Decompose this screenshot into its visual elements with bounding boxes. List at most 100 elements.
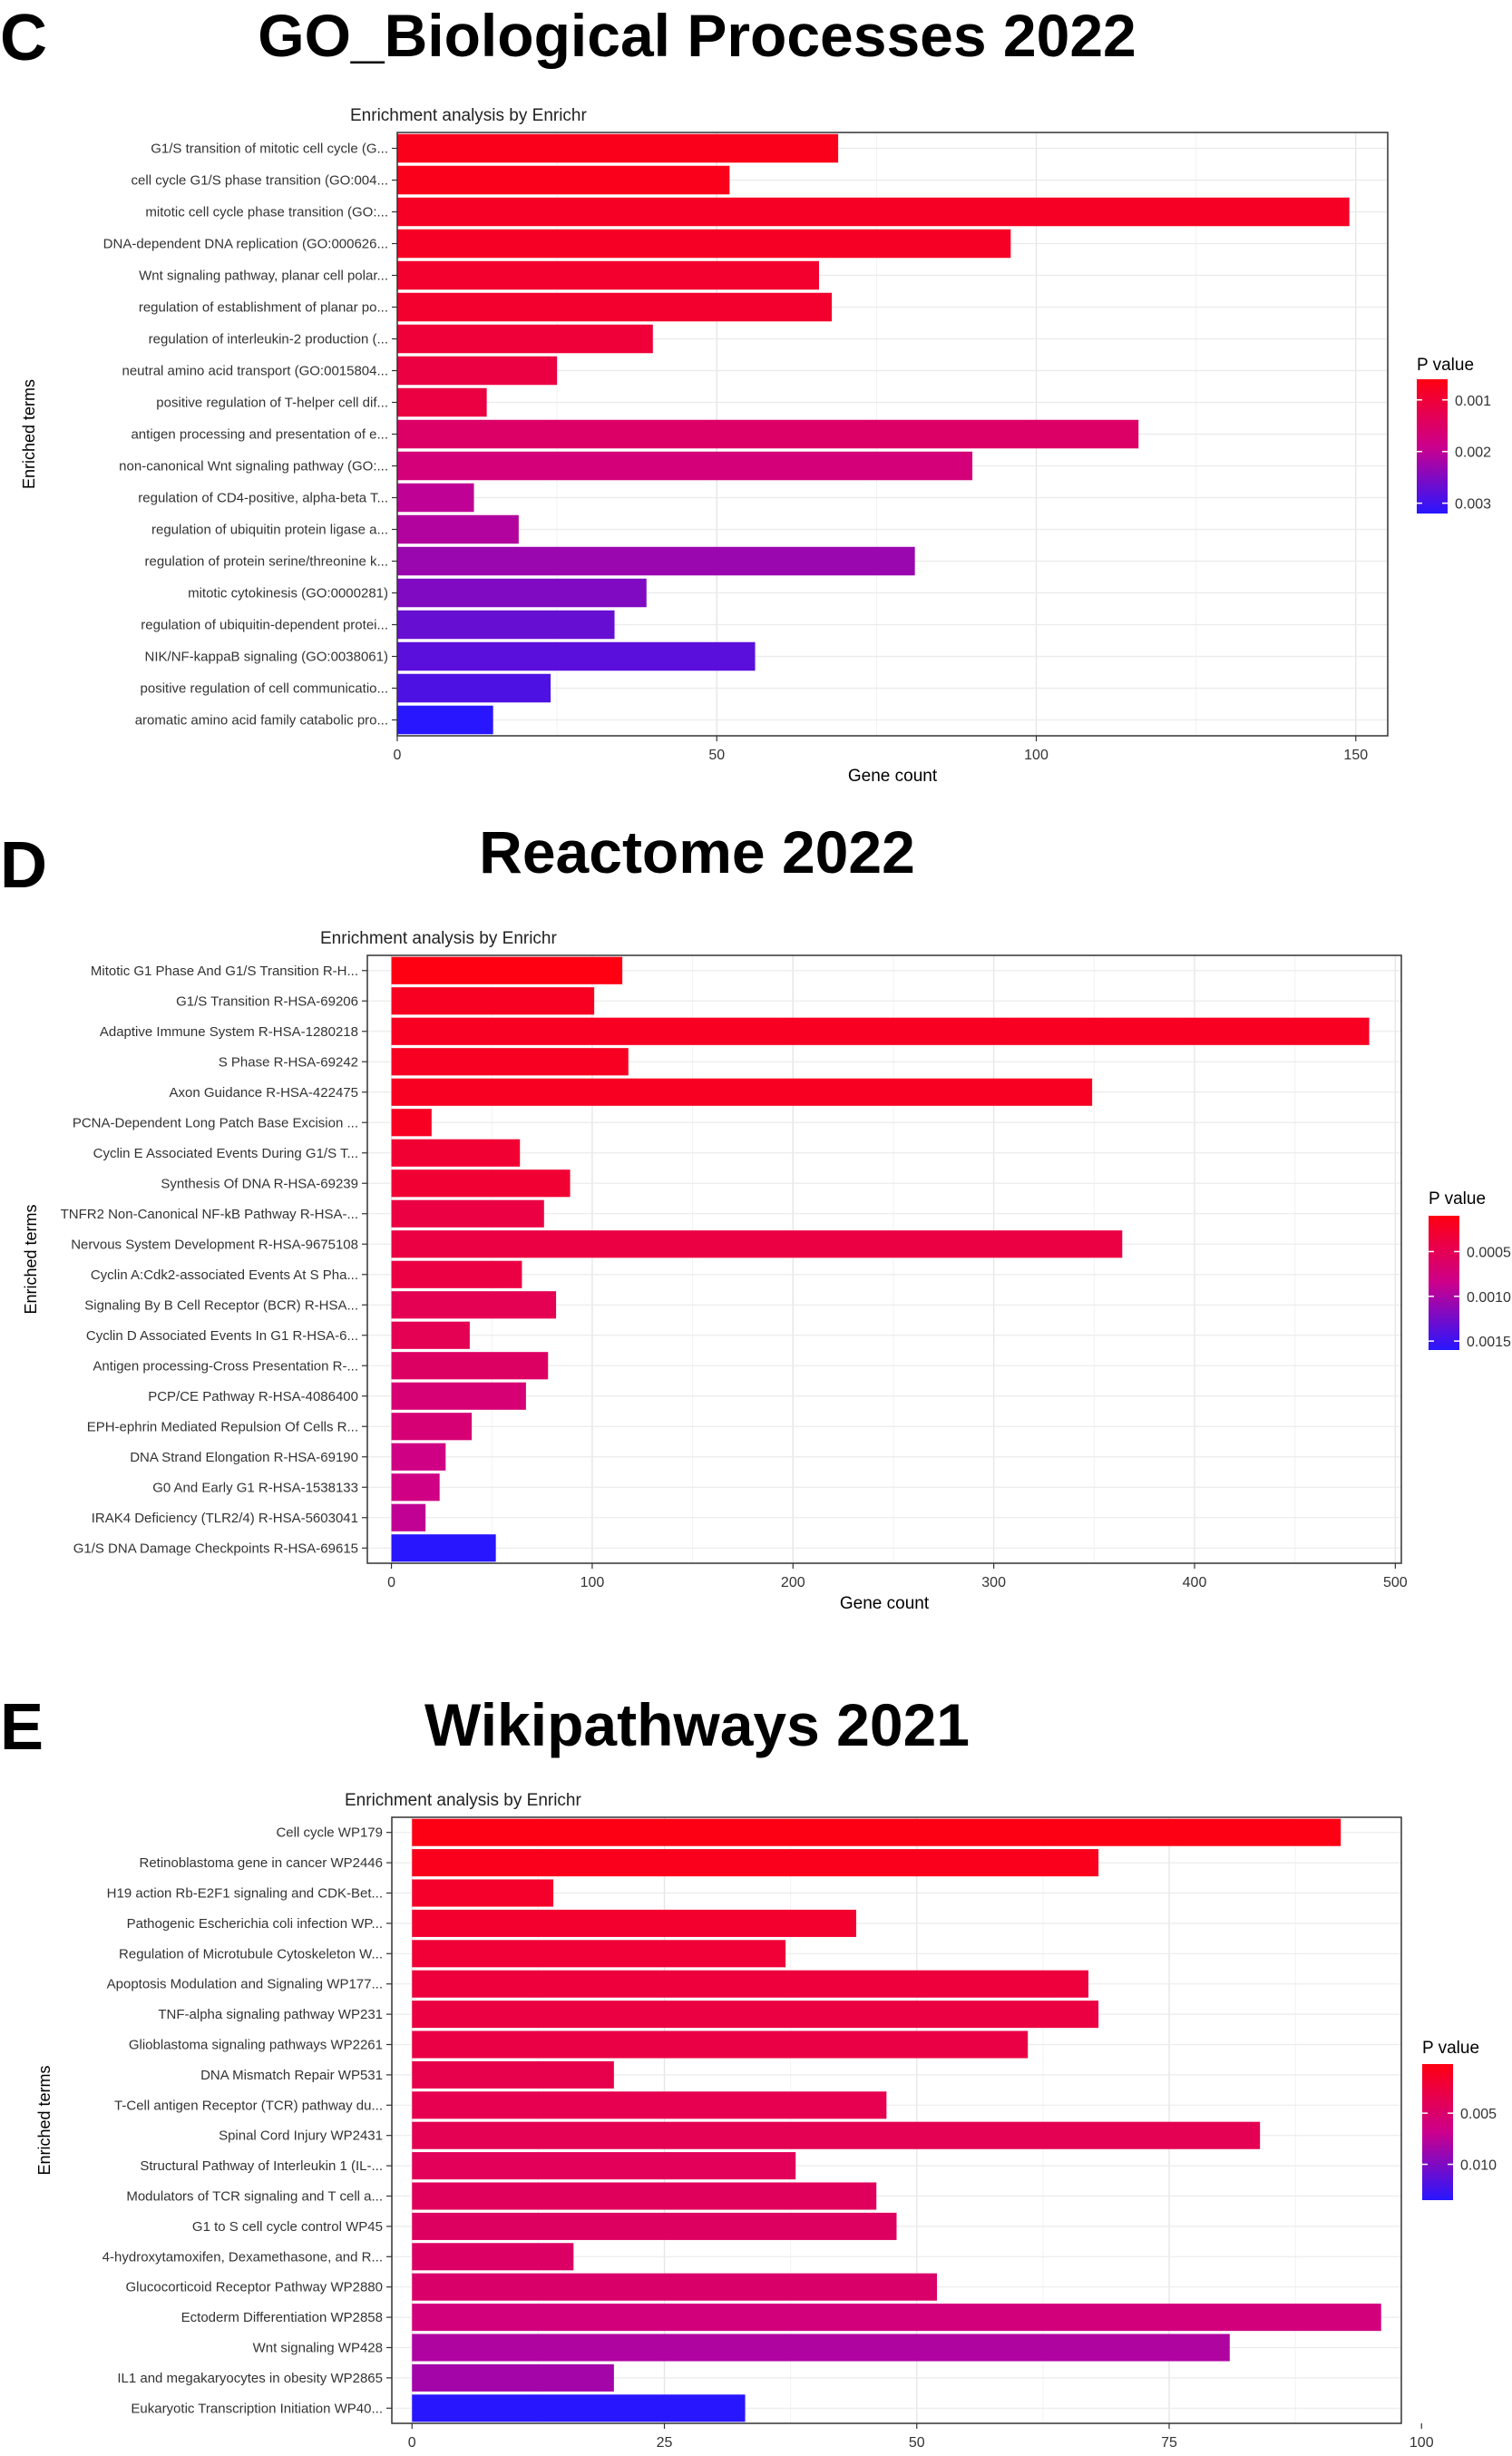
bar (397, 705, 493, 735)
y-tick-label: Mitotic G1 Phase And G1/S Transition R-H… (91, 964, 358, 979)
y-tick-label: Spinal Cord Injury WP2431 (219, 2128, 383, 2144)
panel-c: C GO_Biological Processes 2022 Enrichmen… (0, 0, 1512, 798)
bar (391, 1352, 549, 1380)
y-tick-label: Regulation of Microtubule Cytoskeleton W… (119, 1946, 383, 1962)
x-tick-label: 400 (1183, 1575, 1207, 1590)
legend-tick-label: 0.010 (1460, 2158, 1497, 2174)
y-axis-title: Enriched terms (20, 379, 38, 489)
bar (391, 1109, 432, 1137)
bar (412, 2212, 897, 2240)
bar (391, 1321, 470, 1349)
bar (391, 1017, 1370, 1045)
bar (391, 1139, 521, 1167)
bar (412, 2091, 887, 2119)
y-tick-label: Adaptive Immune System R-HSA-1280218 (100, 1024, 358, 1040)
y-tick-label: EPH-ephrin Mediated Repulsion Of Cells R… (87, 1419, 358, 1434)
bar (391, 1291, 557, 1319)
y-tick-label: regulation of protein serine/threonine k… (145, 554, 389, 570)
bar (391, 1169, 571, 1198)
y-tick-label: Cyclin E Associated Events During G1/S T… (93, 1146, 358, 1161)
bar (397, 197, 1350, 227)
panel-letter: D (0, 829, 47, 902)
y-tick-label: DNA-dependent DNA replication (GO:000626… (103, 237, 388, 252)
y-tick-label: Wnt signaling WP428 (253, 2341, 383, 2356)
y-tick-label: Axon Guidance R-HSA-422475 (170, 1085, 358, 1101)
bar (391, 1382, 526, 1410)
y-tick-label: mitotic cell cycle phase transition (GO:… (145, 205, 388, 220)
bar (412, 1909, 856, 1937)
y-tick-label: Pathogenic Escherichia coli infection WP… (127, 1916, 383, 1932)
bar (412, 2273, 938, 2301)
bar (412, 2304, 1381, 2332)
bar (397, 356, 558, 386)
bar (397, 483, 474, 513)
bar (412, 2334, 1230, 2362)
y-tick-label: TNF-alpha signaling pathway WP231 (158, 2007, 383, 2022)
bar (391, 956, 623, 984)
legend-tick-label: 0.0010 (1467, 1290, 1511, 1306)
legend-tick-label: 0.005 (1460, 2107, 1497, 2122)
chart-subtitle: Enrichment analysis by Enrichr (345, 1791, 581, 1810)
bar (397, 673, 551, 703)
y-tick-label: Glucocorticoid Receptor Pathway WP2880 (126, 2280, 383, 2295)
panel-letter: C (0, 2, 47, 74)
chart-subtitle: Enrichment analysis by Enrichr (350, 106, 587, 125)
y-tick-label: antigen processing and presentation of e… (131, 427, 388, 443)
bar (391, 1534, 496, 1562)
y-tick-label: positive regulation of cell communicatio… (141, 681, 388, 697)
bar (397, 610, 615, 640)
bar (397, 165, 730, 195)
x-axis-title: Gene count (852, 2454, 941, 2456)
bar (412, 2243, 574, 2271)
y-tick-label: Cell cycle WP179 (276, 1825, 383, 1841)
legend-colorbar (1422, 2064, 1453, 2200)
y-tick-label: S Phase R-HSA-69242 (219, 1054, 358, 1070)
y-tick-label: H19 action Rb-E2F1 signaling and CDK-Bet… (107, 1886, 383, 1902)
legend-title: P value (1429, 1189, 1486, 1208)
chart-subtitle: Enrichment analysis by Enrichr (320, 929, 557, 948)
y-tick-label: Structural Pathway of Interleukin 1 (IL-… (140, 2158, 383, 2174)
y-tick-label: regulation of establishment of planar po… (139, 300, 388, 316)
y-tick-label: regulation of ubiquitin protein ligase a… (151, 523, 388, 538)
bar (397, 578, 647, 608)
legend-tick-label: 0.001 (1455, 394, 1491, 409)
panel-e: E Wikipathways 2021 Enrichment analysis … (0, 1660, 1512, 2456)
y-tick-label: non-canonical Wnt signaling pathway (GO:… (119, 459, 388, 475)
y-tick-label: regulation of ubiquitin-dependent protei… (141, 618, 388, 633)
y-tick-label: Ectoderm Differentiation WP2858 (181, 2310, 383, 2325)
y-tick-label: regulation of interleukin-2 production (… (149, 332, 388, 347)
x-tick-label: 100 (580, 1575, 605, 1590)
y-tick-label: Synthesis Of DNA R-HSA-69239 (161, 1176, 358, 1191)
y-tick-label: regulation of CD4-positive, alpha-beta T… (138, 491, 388, 506)
y-tick-label: G1/S Transition R-HSA-69206 (176, 993, 358, 1009)
bar (391, 1260, 522, 1288)
y-tick-label: Antigen processing-Cross Presentation R-… (93, 1358, 358, 1374)
y-tick-label: cell cycle G1/S phase transition (GO:004… (132, 173, 388, 189)
bar (412, 1818, 1341, 1846)
bar (397, 133, 839, 163)
x-tick-label: 0 (394, 748, 402, 763)
bar (412, 2030, 1029, 2059)
bar (412, 2152, 796, 2180)
bar (412, 2001, 1099, 2029)
y-tick-label: PCNA-Dependent Long Patch Base Excision … (73, 1115, 358, 1130)
plot-border (391, 1816, 1402, 2424)
bar (412, 1849, 1099, 1877)
panel-title: Reactome 2022 (479, 818, 915, 886)
y-tick-label: Retinoblastoma gene in cancer WP2446 (140, 1855, 384, 1871)
x-tick-label: 500 (1383, 1575, 1408, 1590)
bar-chart: Enrichment analysis by Enrichr Cell cycle… (35, 1791, 1497, 2456)
y-tick-label: IL1 and megakaryocytes in obesity WP2865 (117, 2371, 383, 2386)
panel-title: GO_Biological Processes 2022 (258, 2, 1136, 69)
y-tick-label: Nervous System Development R-HSA-9675108 (71, 1237, 358, 1252)
y-tick-label: Eukaryotic Transcription Initiation WP40… (131, 2401, 383, 2416)
bar (391, 987, 595, 1015)
bar (412, 1940, 786, 1968)
bar (397, 514, 519, 544)
y-tick-label: IRAK4 Deficiency (TLR2/4) R-HSA-5603041 (92, 1511, 358, 1526)
y-tick-label: Glioblastoma signaling pathways WP2261 (129, 2038, 383, 2053)
bar (412, 2182, 877, 2210)
bar (391, 1443, 446, 1471)
bar (397, 229, 1011, 259)
x-axis-title: Gene count (848, 767, 938, 786)
